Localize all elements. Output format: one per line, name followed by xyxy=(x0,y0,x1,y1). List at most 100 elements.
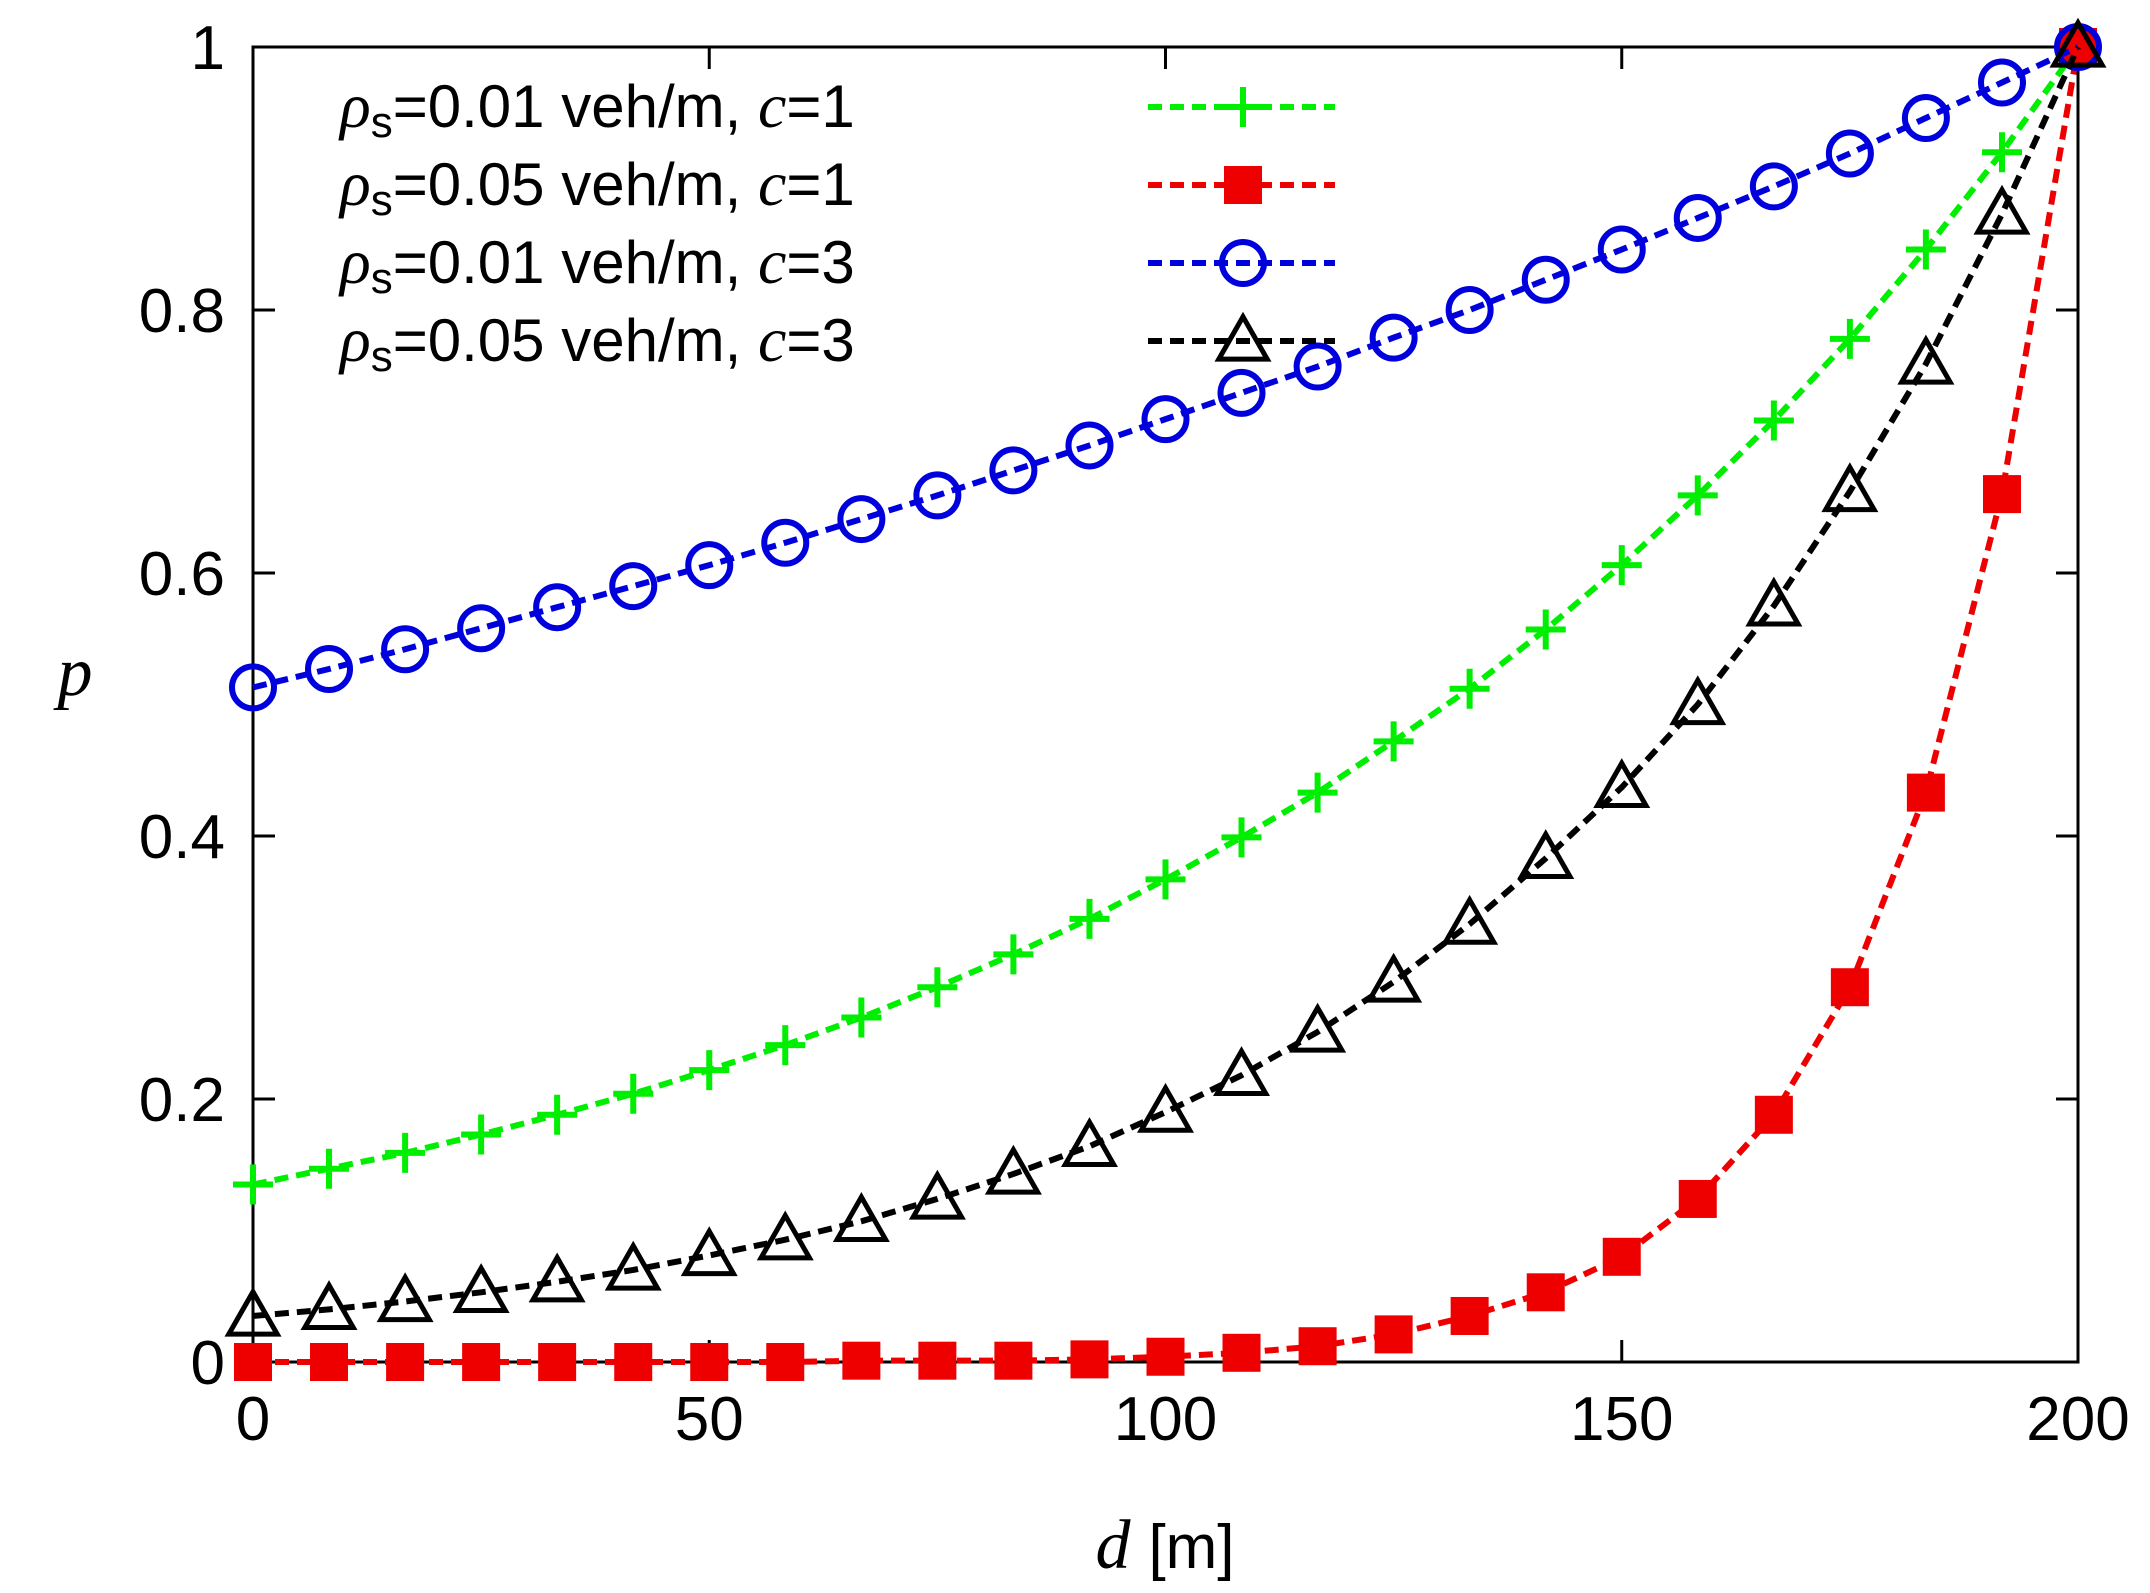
data-point xyxy=(1293,342,1342,391)
legend-var-value: =3 xyxy=(786,229,854,296)
data-point xyxy=(1830,968,1869,1007)
data-point xyxy=(1669,675,1727,726)
data-point xyxy=(842,1341,881,1380)
data-point xyxy=(1441,894,1499,945)
legend-var: c xyxy=(758,304,786,375)
data-point xyxy=(1445,286,1494,334)
legend-label: ρs=0.01 veh/m, c=3 xyxy=(338,226,855,303)
x-axis-variable: d xyxy=(1095,1507,1131,1584)
legend-value: =0.01 veh/m, xyxy=(393,229,758,296)
legend-item-1: ρs=0.01 veh/m, c=1 xyxy=(338,70,1335,147)
data-point xyxy=(461,1114,502,1155)
data-point xyxy=(229,663,277,712)
legend-subscript: s xyxy=(371,254,393,303)
legend-var-value: =1 xyxy=(786,73,854,140)
data-point xyxy=(1597,225,1646,274)
data-point xyxy=(533,583,582,632)
series-2 xyxy=(234,28,2097,1381)
data-point xyxy=(994,1341,1033,1380)
y-tick-label: 0.4 xyxy=(139,803,225,872)
data-point xyxy=(908,1169,966,1220)
data-point xyxy=(233,1164,273,1205)
data-point xyxy=(1517,829,1575,880)
y-axis-label: p xyxy=(53,634,93,711)
data-point xyxy=(1825,129,1874,178)
data-point xyxy=(837,495,886,544)
series-line xyxy=(252,45,2081,1319)
data-point xyxy=(1450,1296,1489,1335)
legend-swatch-marker xyxy=(1214,311,1272,362)
data-point xyxy=(1374,1315,1413,1354)
data-point xyxy=(613,1073,654,1114)
data-point xyxy=(1901,94,1950,143)
legend-label: ρs=0.05 veh/m, c=1 xyxy=(338,148,855,225)
data-point xyxy=(381,625,430,674)
data-point xyxy=(1369,313,1418,362)
x-tick-label: 0 xyxy=(236,1385,270,1454)
legend-var-value: =1 xyxy=(786,151,854,218)
data-point xyxy=(1221,817,1262,858)
data-point xyxy=(1298,1327,1337,1366)
data-point xyxy=(1821,462,1879,513)
data-point xyxy=(1678,1179,1717,1218)
data-point xyxy=(989,446,1038,495)
data-point xyxy=(528,1252,586,1303)
data-point xyxy=(1905,229,1946,270)
data-point xyxy=(984,1144,1042,1195)
data-point xyxy=(1521,255,1570,304)
legend-swatch-marker xyxy=(1219,239,1267,287)
data-point xyxy=(1593,758,1651,808)
y-tick-label: 0.2 xyxy=(139,1066,225,1135)
data-point xyxy=(376,1272,434,1323)
data-point xyxy=(1897,334,1955,385)
data-point xyxy=(1297,772,1338,813)
legend-swatch-marker xyxy=(1223,87,1263,127)
data-point xyxy=(1753,400,1794,441)
data-point xyxy=(1601,545,1642,586)
data-point xyxy=(1745,576,1803,627)
data-point xyxy=(2049,17,2107,68)
legend-subscript: s xyxy=(371,98,393,147)
data-point xyxy=(234,1343,272,1381)
data-point xyxy=(1145,859,1186,900)
data-point xyxy=(918,1341,957,1380)
data-point xyxy=(1065,421,1114,470)
y-tick-label: 0.8 xyxy=(139,277,225,346)
data-point xyxy=(1526,1273,1565,1312)
legend-value: =0.05 veh/m, xyxy=(393,151,758,218)
legend-item-3: ρs=0.01 veh/m, c=3 xyxy=(338,226,1335,303)
data-point xyxy=(841,997,882,1038)
legend-rho: ρ xyxy=(338,70,371,141)
data-point xyxy=(385,1132,426,1173)
data-point xyxy=(1449,668,1490,709)
data-point xyxy=(224,1286,282,1337)
data-point xyxy=(452,1263,510,1313)
data-point xyxy=(1217,368,1266,417)
data-point xyxy=(457,604,506,653)
data-point xyxy=(1069,898,1110,939)
data-point xyxy=(614,1343,653,1381)
data-point xyxy=(680,1226,738,1277)
legend-rho: ρ xyxy=(338,304,371,375)
x-tick-label: 50 xyxy=(675,1385,744,1454)
data-point xyxy=(1365,952,1423,1003)
x-axis-unit: [m] xyxy=(1148,1513,1234,1582)
axis-ticks: 0 50 100 150 200 0 0.2 0.4 0.6 0.8 1 xyxy=(139,14,2130,1454)
data-point xyxy=(1525,609,1566,650)
x-tick-label: 200 xyxy=(2026,1385,2129,1454)
legend-item-2: ρs=0.05 veh/m, c=1 xyxy=(338,148,1335,225)
data-point xyxy=(1906,773,1945,812)
legend-value: =0.01 veh/m, xyxy=(393,73,758,140)
data-point xyxy=(538,1343,577,1381)
legend-label: ρs=0.05 veh/m, c=3 xyxy=(338,304,855,381)
series-1 xyxy=(233,27,2098,1205)
data-point xyxy=(604,1240,662,1291)
data-point xyxy=(1673,193,1722,242)
data-point xyxy=(1829,318,1870,359)
data-point xyxy=(1677,475,1718,516)
y-tick-label: 0 xyxy=(191,1329,225,1398)
data-point xyxy=(1602,1237,1641,1276)
series-4 xyxy=(224,17,2107,1337)
data-point xyxy=(1754,1095,1793,1134)
legend-var: c xyxy=(758,226,786,297)
